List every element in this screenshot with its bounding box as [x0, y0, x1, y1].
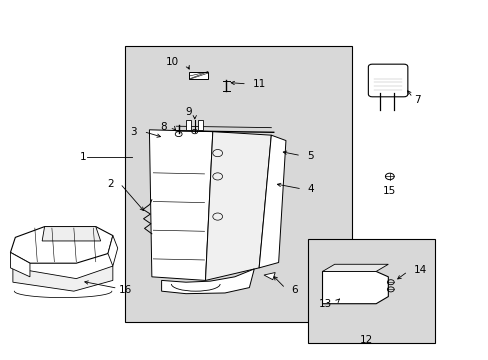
- Text: 1: 1: [79, 152, 86, 162]
- Text: 11: 11: [252, 79, 265, 89]
- Text: 7: 7: [413, 95, 420, 105]
- Bar: [125, 45, 351, 321]
- Polygon shape: [161, 269, 254, 294]
- Polygon shape: [13, 266, 113, 291]
- Text: 4: 4: [307, 184, 314, 194]
- Text: 10: 10: [165, 57, 178, 67]
- Bar: [307, 239, 434, 343]
- Polygon shape: [108, 235, 118, 266]
- Polygon shape: [264, 273, 275, 280]
- Text: 3: 3: [130, 127, 137, 136]
- Text: 5: 5: [306, 150, 313, 161]
- FancyBboxPatch shape: [367, 64, 407, 97]
- Polygon shape: [259, 135, 285, 268]
- Text: 15: 15: [383, 186, 396, 197]
- Text: 8: 8: [160, 122, 166, 132]
- Polygon shape: [10, 226, 113, 263]
- Polygon shape: [149, 130, 212, 280]
- Polygon shape: [10, 252, 30, 277]
- Polygon shape: [322, 271, 387, 304]
- Text: 12: 12: [359, 334, 372, 345]
- Polygon shape: [322, 264, 387, 271]
- Text: 16: 16: [119, 285, 132, 296]
- Text: 6: 6: [291, 285, 297, 296]
- Bar: [185, 120, 190, 130]
- Text: 9: 9: [185, 107, 192, 117]
- Text: 13: 13: [318, 299, 331, 309]
- Bar: [198, 120, 203, 130]
- Polygon shape: [42, 226, 101, 241]
- Polygon shape: [205, 132, 271, 280]
- Text: 14: 14: [413, 265, 426, 275]
- Bar: [189, 72, 207, 79]
- Text: 2: 2: [107, 179, 114, 189]
